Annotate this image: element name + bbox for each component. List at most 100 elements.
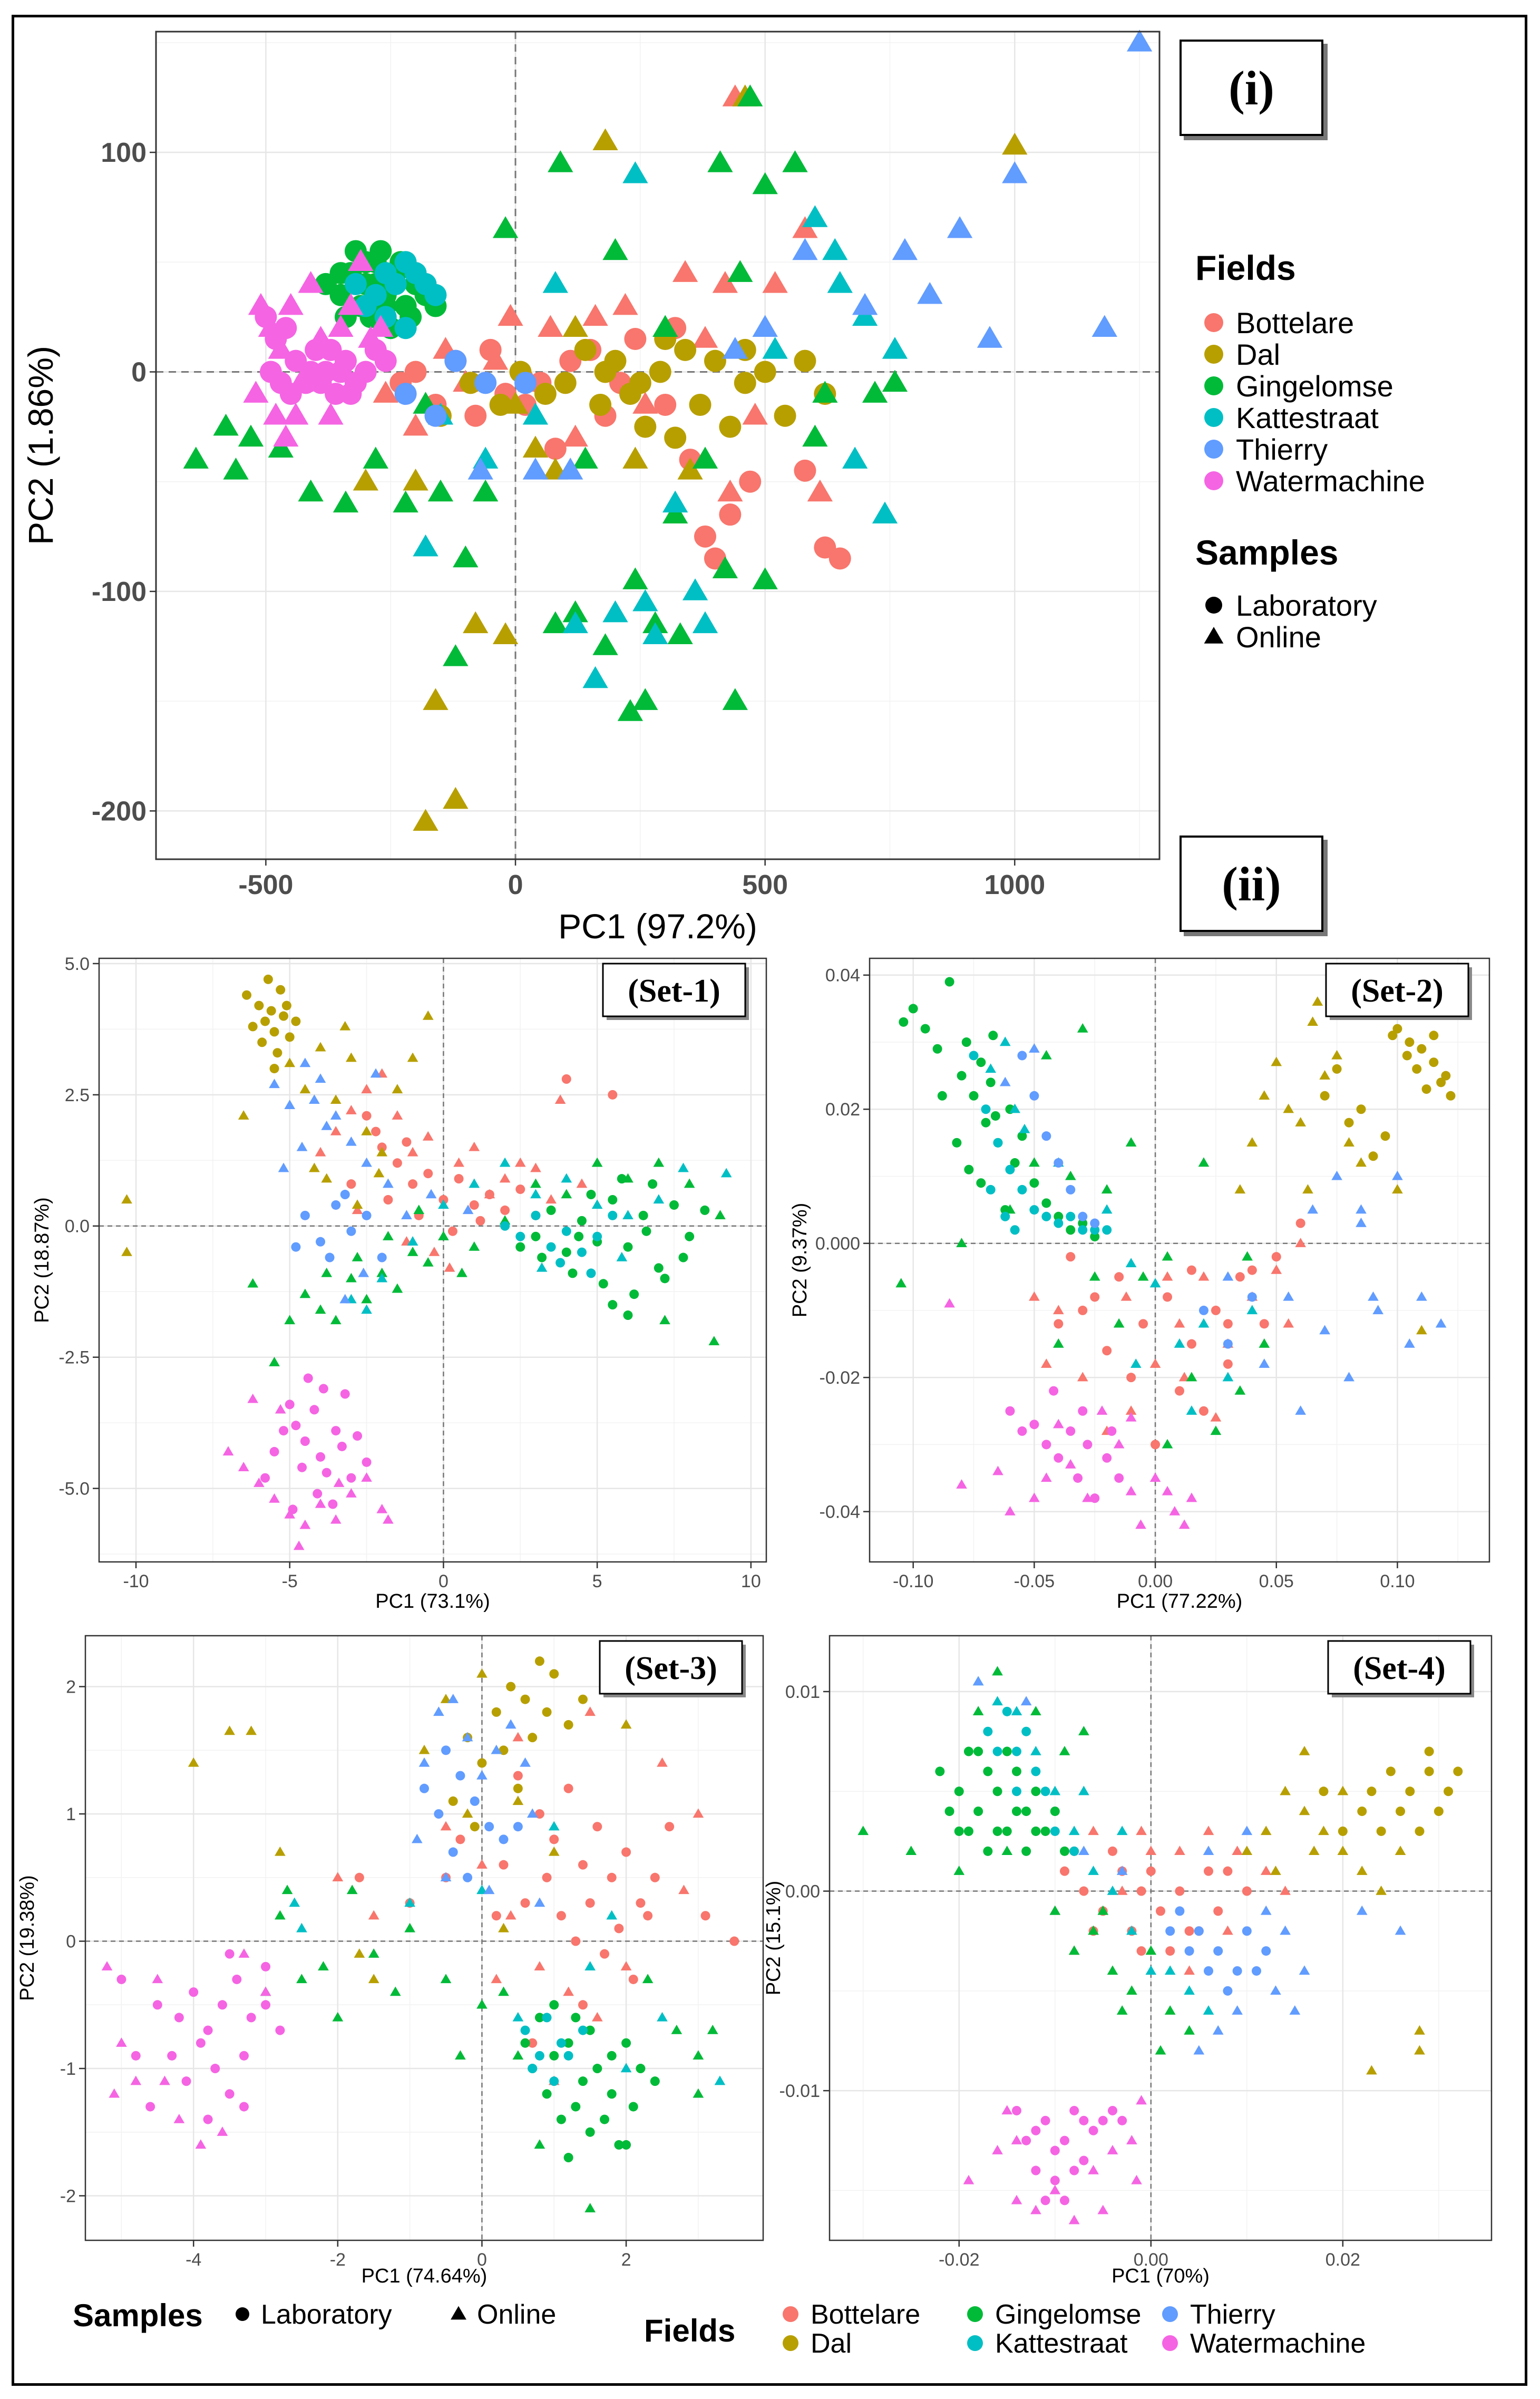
point-bottelare-laboratory [1126, 1373, 1136, 1383]
point-kattestraat-online [413, 534, 438, 557]
point-thierry-laboratory [1090, 1218, 1100, 1228]
point-gingelomse-online [352, 1251, 363, 1261]
point-watermachine-laboratory [1066, 1426, 1076, 1436]
point-thierry-laboratory [1223, 1986, 1233, 1996]
point-bottelare-laboratory [563, 1783, 573, 1793]
point-thierry-online [462, 1205, 474, 1215]
point-gingelomse-laboratory [1059, 1846, 1069, 1856]
point-dal-laboratory [520, 1694, 530, 1704]
point-kattestraat-online [653, 1194, 665, 1204]
point-kattestraat-online [591, 1199, 603, 1209]
point-gingelomse-laboratory [1031, 1786, 1041, 1796]
point-thierry-laboratory [316, 1237, 326, 1247]
point-thierry-online [425, 1189, 437, 1199]
point-watermachine-online [1186, 1492, 1197, 1502]
point-kattestraat-online [1149, 1278, 1161, 1288]
x-tick-label: 0.00 [1138, 1571, 1173, 1591]
point-gingelomse-online [542, 611, 568, 634]
point-gingelomse-laboratory [932, 1044, 942, 1054]
point-dal-laboratory [242, 990, 252, 1000]
point-dal-online [376, 1147, 388, 1157]
point-bottelare-online [407, 1147, 418, 1157]
point-thierry-laboratory [377, 1252, 387, 1262]
point-gingelomse-online [752, 567, 778, 589]
point-gingelomse-online [727, 260, 753, 282]
point-kattestraat-laboratory [577, 1247, 587, 1257]
point-dal-laboratory [674, 338, 697, 361]
point-gingelomse-laboratory [563, 2153, 573, 2163]
point-dal-laboratory [554, 372, 577, 394]
set-title-box [1327, 1640, 1471, 1695]
point-gingelomse-online [1125, 1137, 1137, 1147]
y-axis-label: PC2 (1.86%) [21, 346, 60, 545]
point-gingelomse-laboratory [1010, 1158, 1020, 1168]
point-kattestraat-laboratory [586, 1268, 596, 1278]
point-dal-laboratory [263, 974, 273, 984]
point-kattestraat-online [1198, 1318, 1210, 1328]
point-kattestraat-laboratory [1040, 1786, 1050, 1796]
point-gingelomse-online [427, 479, 454, 502]
point-bottelare-online [1120, 1291, 1132, 1301]
point-bottelare-laboratory [1066, 1252, 1076, 1262]
point-gingelomse-laboratory [534, 2013, 544, 2023]
point-watermachine-laboratory [1005, 1406, 1015, 1416]
point-dal-laboratory [513, 1783, 523, 1793]
point-thierry-laboratory [340, 1190, 350, 1200]
point-gingelomse-online [752, 172, 778, 195]
bottom-legend-field-swatch-dal [783, 2335, 798, 2351]
point-thierry-laboratory [1242, 1926, 1252, 1936]
point-gingelomse-online [368, 1948, 379, 1958]
point-bottelare-online [1222, 1925, 1233, 1935]
point-kattestraat-laboratory [986, 1184, 996, 1194]
point-watermachine-laboratory [1031, 2165, 1041, 2175]
point-dal-laboratory [1453, 1766, 1463, 1776]
point-dal-online [1416, 1325, 1427, 1335]
point-kattestraat-online [376, 1273, 388, 1283]
point-kattestraat-laboratory [981, 1104, 991, 1114]
point-dal-online [299, 1084, 311, 1094]
point-kattestraat-laboratory [515, 1231, 525, 1241]
legend-sample-label-laboratory: Laboratory [1236, 589, 1377, 622]
point-watermachine-laboratory [259, 361, 282, 383]
point-bottelare-laboratory [729, 1936, 739, 1946]
point-kattestraat-online [692, 611, 718, 634]
point-bottelare-laboratory [499, 1860, 509, 1870]
point-thierry-online [1299, 1965, 1310, 1975]
point-thierry-online [752, 315, 778, 337]
point-thierry-laboratory [424, 404, 447, 427]
point-thierry-laboratory [474, 372, 497, 394]
point-dal-online [522, 435, 549, 458]
point-dal-laboratory [629, 372, 651, 394]
point-thierry-online [1029, 1043, 1040, 1053]
point-dal-laboratory [1319, 1786, 1329, 1796]
panel-label-ii: (ii) [1180, 836, 1323, 932]
point-dal-laboratory [794, 349, 816, 372]
point-thierry-online [1319, 1325, 1330, 1335]
point-dal-online [346, 1052, 357, 1062]
y-tick-label: 0.01 [785, 1682, 820, 1702]
point-dal-laboratory [269, 1027, 279, 1037]
point-bottelare-online [693, 1808, 704, 1818]
point-gingelomse-laboratory [992, 1786, 1002, 1796]
point-watermachine-laboratory [300, 1436, 310, 1446]
point-watermachine-laboratory [217, 2000, 227, 2010]
point-dal-online [352, 1199, 363, 1209]
panel-label-i-text: (i) [1229, 61, 1274, 115]
point-bottelare-laboratory [404, 361, 427, 383]
point-dal-online [548, 1846, 560, 1856]
point-dal-laboratory [549, 1669, 559, 1679]
point-watermachine-online [1107, 2145, 1118, 2154]
bottom-legend-field-label-kattestraat: Kattestraat [995, 2328, 1128, 2359]
point-dal-online [462, 1808, 473, 1818]
point-thierry-online [1232, 2005, 1243, 2015]
point-thierry-laboratory [499, 1834, 509, 1844]
point-gingelomse-online [363, 446, 388, 469]
point-bottelare-laboratory [402, 1137, 412, 1147]
point-bottelare-online [392, 1110, 403, 1120]
point-thierry-online [977, 326, 1003, 348]
point-bottelare-online [582, 304, 608, 326]
point-gingelomse-laboratory [976, 1178, 986, 1188]
y-tick-label: 0.0 [65, 1217, 90, 1237]
point-thierry-online [505, 1719, 516, 1729]
point-kattestraat-online [602, 600, 628, 623]
